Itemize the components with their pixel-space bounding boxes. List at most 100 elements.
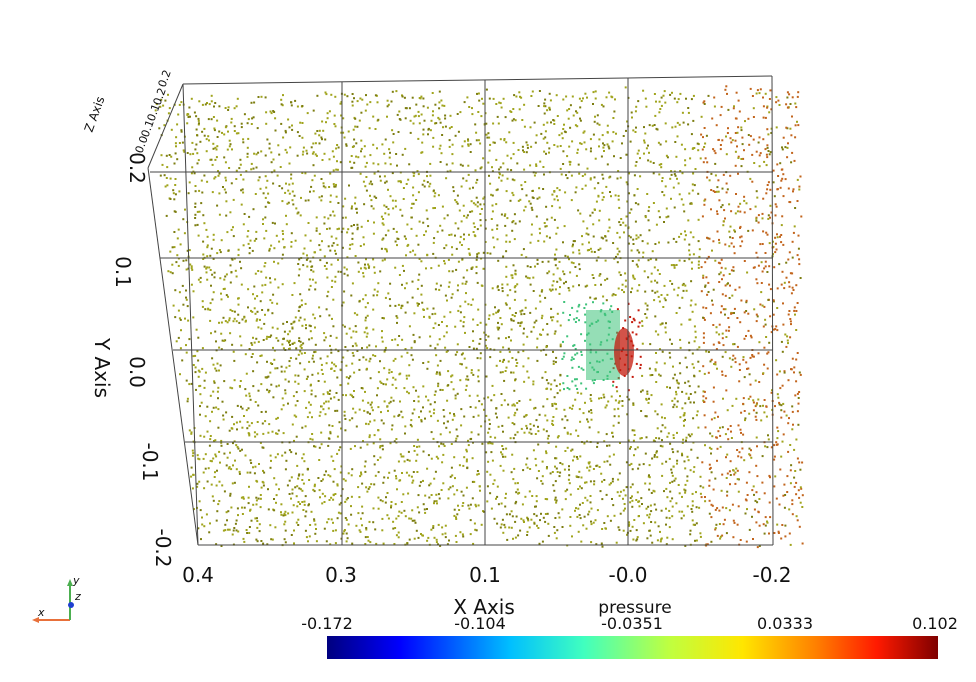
point [737, 126, 740, 129]
point [366, 346, 369, 349]
point [731, 294, 734, 297]
point [489, 143, 492, 146]
point [638, 505, 641, 508]
point [443, 262, 446, 265]
point [290, 322, 293, 325]
point [513, 467, 516, 470]
point [265, 122, 268, 125]
point [572, 358, 575, 360]
point [300, 347, 303, 349]
point [694, 336, 697, 339]
point [665, 154, 668, 157]
point [318, 306, 321, 309]
point [429, 182, 432, 185]
point [357, 261, 360, 264]
point [250, 101, 253, 104]
point [789, 320, 792, 323]
point [743, 149, 745, 152]
point [435, 500, 438, 503]
point [313, 518, 316, 521]
point [398, 335, 401, 337]
point [571, 356, 574, 359]
point [272, 396, 275, 399]
point [602, 142, 604, 145]
point [697, 143, 700, 146]
point [685, 366, 688, 369]
point [518, 220, 521, 223]
point [226, 148, 229, 151]
point [460, 363, 463, 366]
point [271, 301, 274, 304]
point [720, 266, 723, 269]
point [564, 254, 567, 257]
point [417, 110, 420, 113]
point [646, 242, 649, 245]
point [311, 179, 314, 182]
point [257, 270, 260, 272]
point [201, 191, 204, 194]
point [640, 497, 643, 500]
point [574, 353, 577, 356]
point [280, 408, 283, 411]
point [224, 320, 227, 323]
point [668, 517, 671, 520]
point [764, 516, 767, 519]
point [477, 308, 480, 311]
point [606, 163, 609, 166]
point [210, 247, 213, 250]
point [196, 350, 199, 353]
point [659, 530, 661, 533]
point [177, 113, 180, 116]
point [742, 397, 745, 400]
point [554, 330, 557, 333]
point [656, 413, 659, 416]
point [220, 441, 223, 444]
point [666, 293, 669, 296]
point [381, 500, 384, 503]
point [305, 510, 308, 513]
point [159, 105, 162, 108]
point [466, 375, 469, 378]
point [295, 357, 298, 360]
point [624, 285, 627, 288]
point [257, 96, 260, 98]
point [383, 350, 386, 353]
point [567, 478, 570, 481]
point [558, 277, 561, 280]
point [353, 224, 355, 226]
point [680, 143, 683, 146]
point [793, 366, 796, 369]
point [456, 513, 459, 516]
point [274, 367, 277, 370]
point [773, 532, 776, 534]
point [356, 349, 359, 352]
point [373, 266, 376, 269]
point [777, 175, 780, 177]
point [671, 399, 674, 402]
point [729, 137, 732, 140]
point [782, 302, 784, 305]
point [207, 467, 210, 470]
point [298, 135, 301, 137]
point [198, 100, 201, 103]
point [682, 282, 685, 285]
point [174, 210, 177, 213]
point [545, 452, 548, 455]
point [655, 451, 658, 454]
point [700, 496, 703, 499]
point [646, 393, 649, 395]
point [752, 116, 755, 118]
point [628, 464, 631, 467]
point [740, 431, 742, 434]
point [523, 327, 525, 330]
point [687, 107, 690, 109]
point [195, 328, 198, 331]
point [602, 393, 605, 396]
point [727, 282, 729, 285]
point [435, 122, 438, 125]
point [482, 102, 485, 105]
point [544, 414, 547, 417]
point [323, 473, 326, 476]
point [429, 174, 432, 177]
